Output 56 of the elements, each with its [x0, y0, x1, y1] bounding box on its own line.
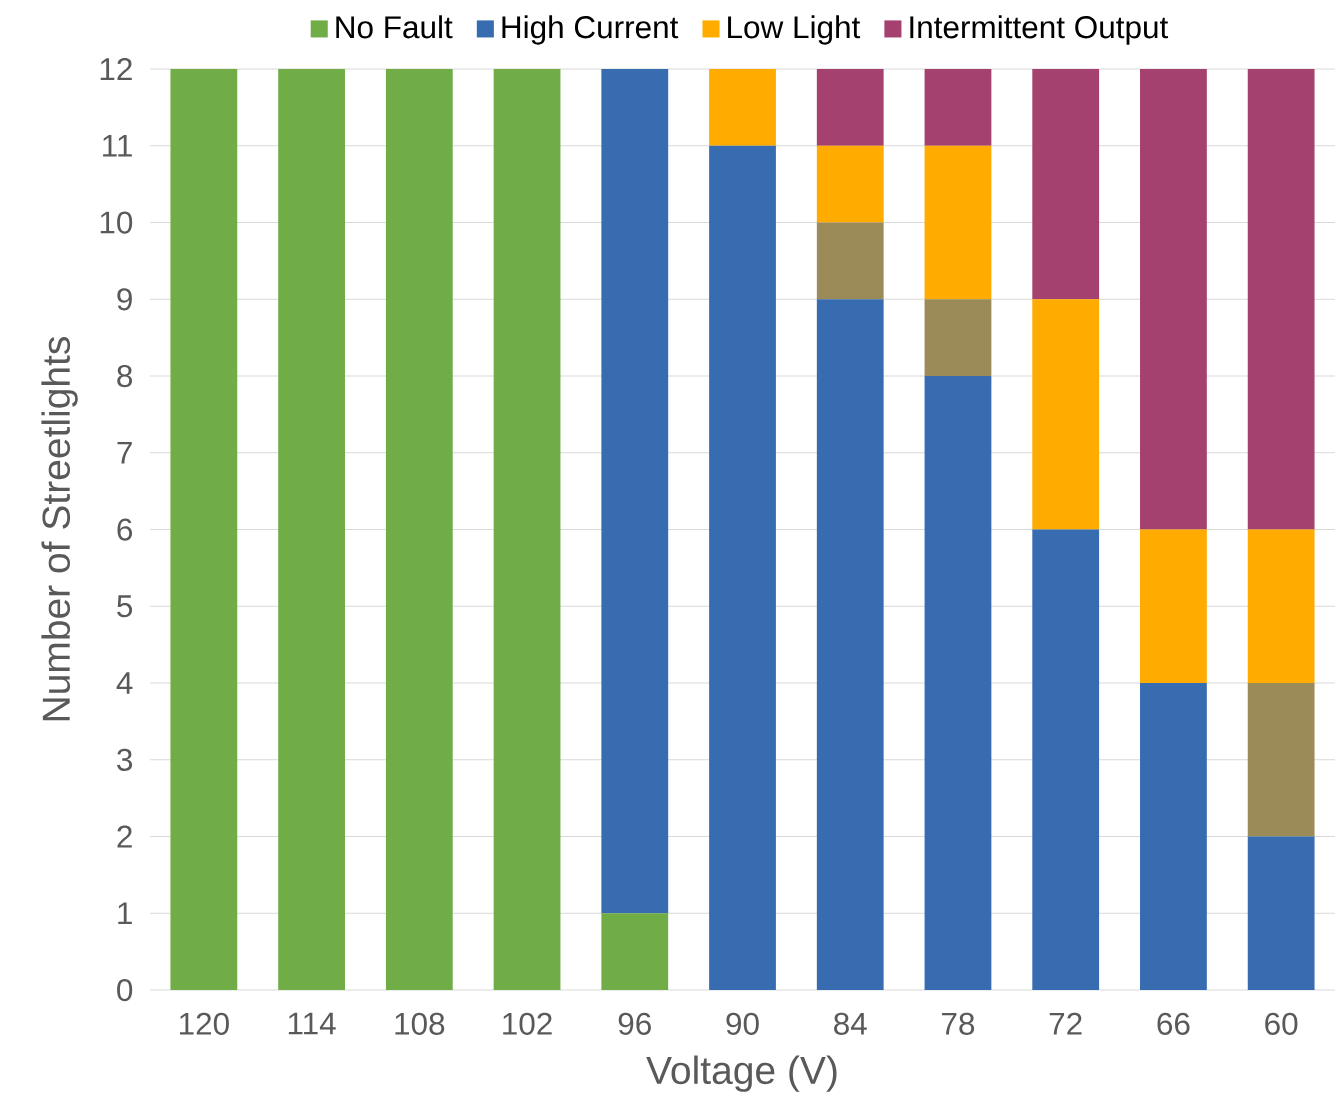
bar: [601, 913, 669, 990]
bar: [1140, 68, 1207, 530]
x-axis-title: Voltage (V): [646, 1055, 837, 1092]
bar: [1247, 836, 1315, 990]
bar: [1032, 68, 1100, 300]
bar: [924, 145, 992, 300]
y-tick-label: 12: [100, 57, 132, 80]
legend-label: No Fault: [336, 15, 453, 39]
bar: [924, 68, 992, 146]
x-tick-label: 120: [179, 1012, 229, 1035]
y-tick-label: 7: [117, 441, 132, 464]
legend-label: High Current: [502, 15, 679, 45]
legend-label: Low Light: [728, 15, 861, 45]
bar: [1247, 529, 1315, 683]
bar: [1247, 682, 1315, 837]
bar: [493, 68, 561, 990]
y-tick-label: 5: [117, 595, 133, 618]
bar: [816, 145, 884, 223]
bar: [1247, 68, 1315, 530]
y-tick-label: 4: [116, 672, 133, 694]
y-tick-label: 2: [117, 825, 132, 848]
bar: [709, 68, 776, 146]
y-tick-label: 10: [100, 211, 133, 234]
bar: [1032, 299, 1100, 530]
x-tick-label: 72: [1049, 1012, 1082, 1035]
bar: [816, 68, 884, 146]
x-tick-label: 60: [1265, 1012, 1298, 1035]
bar: [385, 68, 453, 990]
bar: [924, 299, 992, 376]
x-tick-label: 84: [834, 1012, 867, 1035]
x-tick-label: 66: [1157, 1012, 1190, 1035]
legend-label: Intermittent Output: [910, 15, 1169, 45]
x-tick-label: 108: [395, 1012, 445, 1035]
x-tick-label: 102: [503, 1012, 552, 1035]
bar: [924, 375, 992, 990]
y-tick-label: 6: [117, 518, 133, 541]
y-tick-label: 1: [118, 902, 132, 925]
bar: [709, 145, 776, 990]
y-tick-label: 8: [117, 364, 133, 388]
bar: [278, 68, 345, 990]
bar: [1140, 529, 1207, 683]
bar: [1032, 529, 1100, 990]
bar: [1140, 682, 1207, 990]
y-axis-title: Number of Streetlights: [41, 336, 78, 721]
x-tick-label: 90: [726, 1012, 759, 1035]
y-tick-label: 9: [117, 288, 132, 311]
y-tick-label: 0: [117, 978, 133, 1002]
y-tick-label: 3: [117, 748, 133, 771]
x-tick-label: 96: [618, 1012, 651, 1035]
x-tick-label: 114: [288, 1012, 336, 1035]
bar: [816, 222, 884, 300]
bar: [601, 68, 669, 914]
y-tick-label: 11: [103, 134, 132, 157]
bar: [170, 68, 238, 990]
bar: [816, 299, 884, 990]
x-tick-label: 78: [942, 1012, 975, 1035]
